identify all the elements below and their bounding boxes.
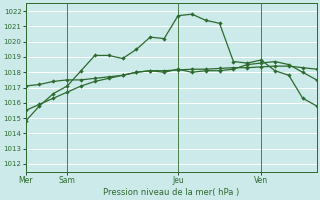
X-axis label: Pression niveau de la mer( hPa ): Pression niveau de la mer( hPa ) — [103, 188, 239, 197]
